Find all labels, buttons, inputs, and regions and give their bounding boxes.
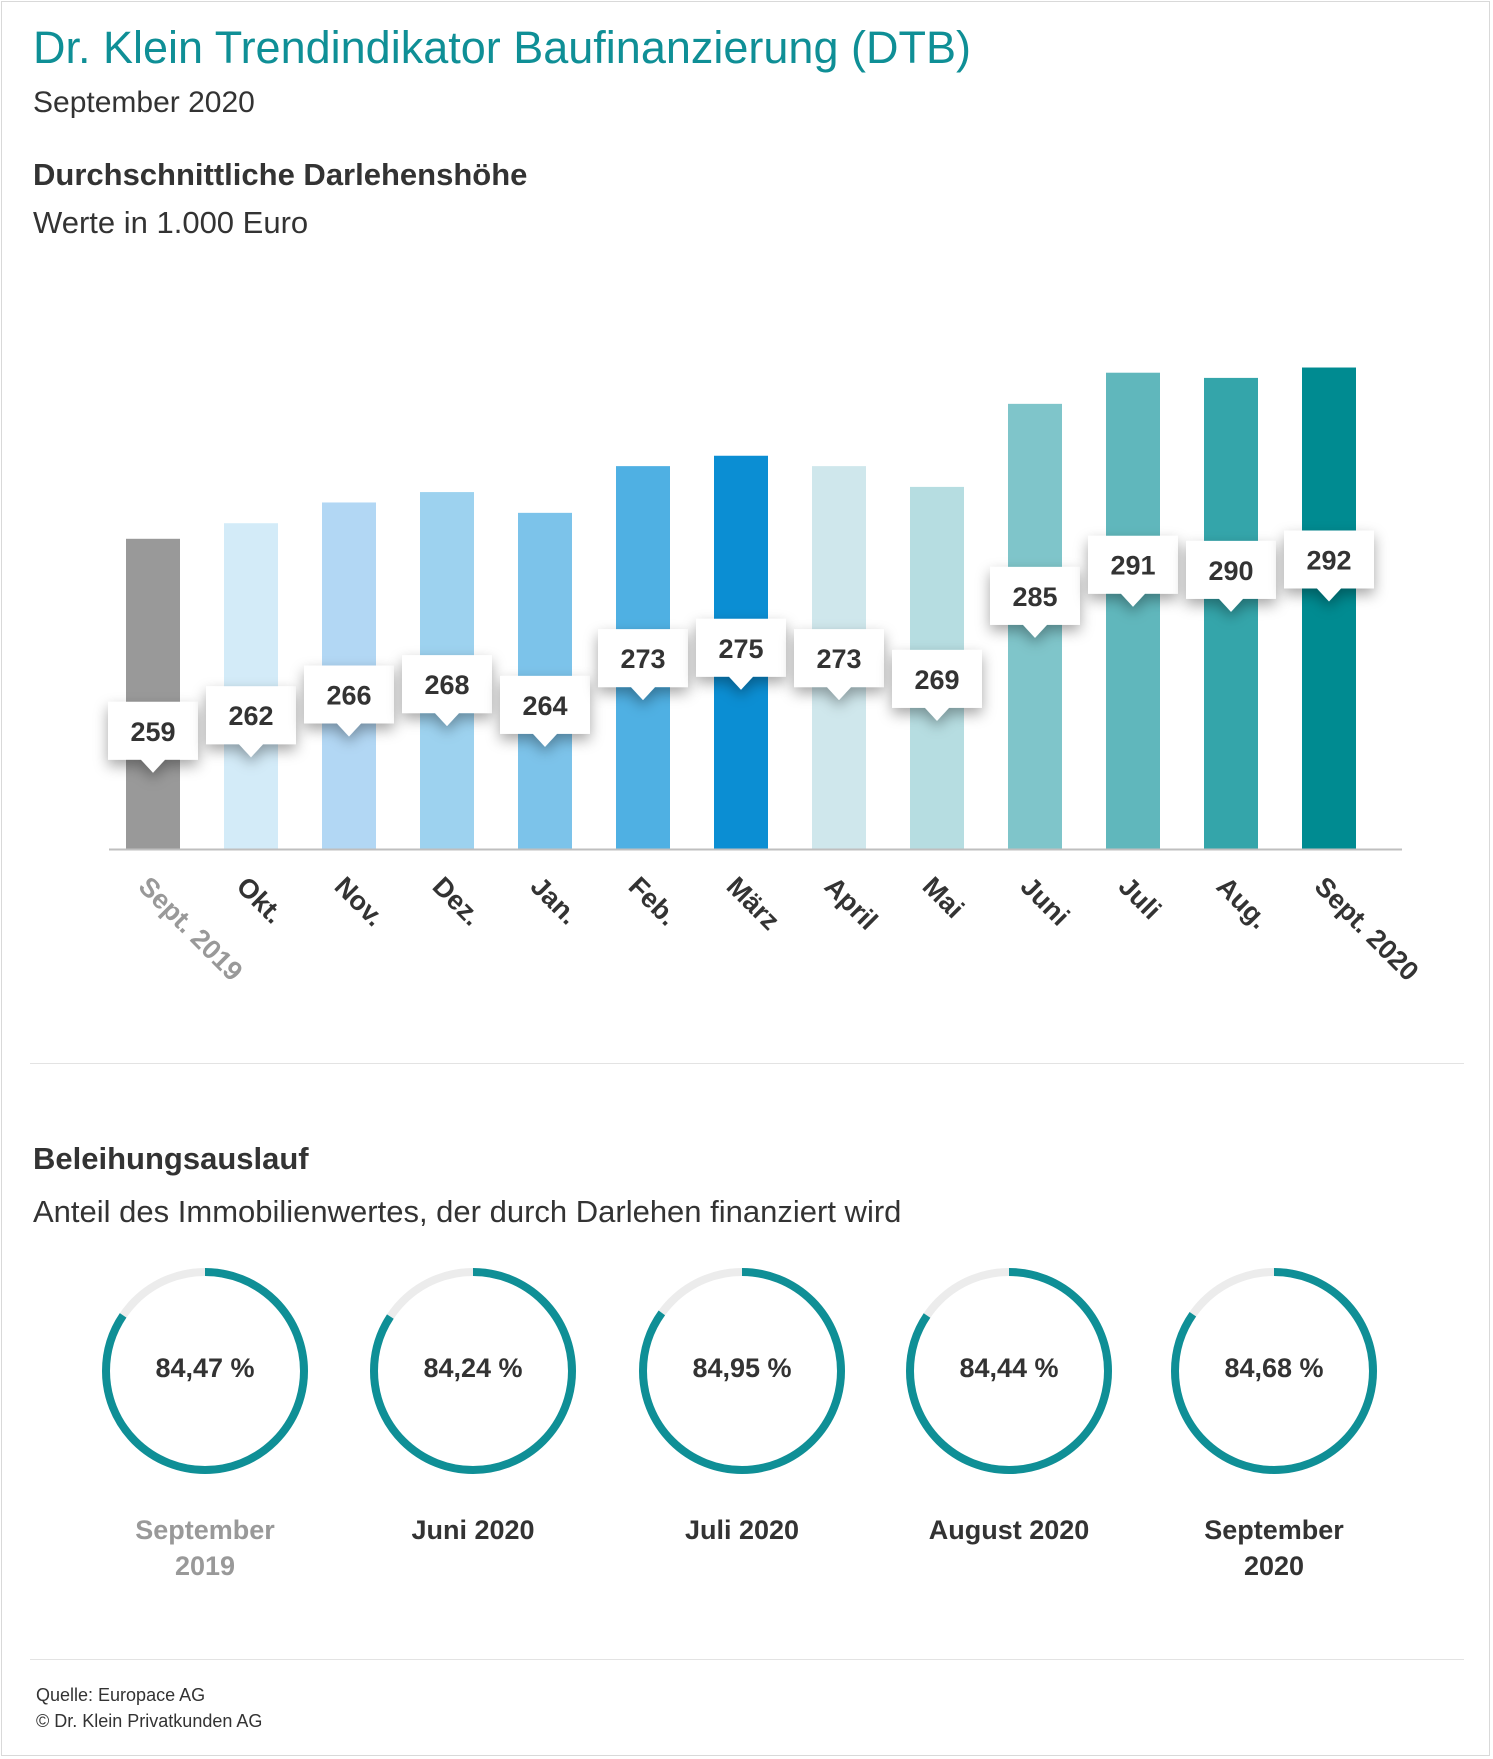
data-label-text-4: 264	[522, 691, 567, 721]
data-label-text-6: 275	[718, 634, 763, 664]
donut-value-1: 84,24 %	[423, 1353, 523, 1383]
ltv-donut-2	[639, 1268, 845, 1474]
x-tick-label-7: April	[819, 871, 884, 936]
donut-value-3: 84,44 %	[959, 1353, 1059, 1383]
data-label-text-10: 291	[1110, 551, 1155, 581]
copyright-note: © Dr. Klein Privatkunden AG	[36, 1711, 263, 1731]
donut-arc-0	[102, 1268, 308, 1474]
x-tick-label-11: Aug.	[1211, 871, 1275, 935]
ltv-donut-0	[102, 1268, 308, 1474]
section-divider	[30, 1063, 1464, 1064]
data-label-text-1: 262	[228, 701, 273, 731]
data-label-text-5: 273	[620, 644, 665, 674]
donut-label-4: September 2020	[1164, 1512, 1384, 1584]
data-label-5	[598, 629, 688, 701]
data-label-10	[1088, 535, 1178, 607]
donut-label-1: Juni 2020	[411, 1515, 535, 1545]
data-label-11	[1186, 540, 1276, 612]
data-label-text-3: 268	[424, 670, 469, 700]
x-tick-label-10: Juli	[1113, 871, 1167, 925]
data-label-9	[990, 566, 1080, 638]
donut-label-2: Juli 2020	[684, 1515, 800, 1545]
data-label-text-7: 273	[816, 644, 861, 674]
donut-value-2: 84,95 %	[692, 1353, 792, 1383]
donut-value-0: 84,47 %	[155, 1353, 255, 1383]
bar-0	[126, 538, 180, 849]
donut-value-4: 84,68 %	[1224, 1353, 1324, 1383]
x-tick-label-0: Sept. 2019	[133, 871, 249, 987]
donut-label-line: September	[135, 1515, 275, 1545]
data-label-text-9: 285	[1012, 582, 1057, 612]
loan-bar-chart: 259 262 266 268 264 273 275 273 269 285 291 290 292 S…	[108, 367, 1425, 987]
donut-label-line: September	[1204, 1515, 1344, 1545]
data-label-1	[206, 686, 296, 758]
source-note: Quelle: Europace AG	[36, 1685, 206, 1705]
ltv-donut-4	[1171, 1268, 1377, 1474]
bar-1	[224, 523, 278, 849]
page-title: Dr. Klein Trendindikator Baufinanzierung…	[33, 22, 971, 73]
ltv-donut-1	[370, 1268, 576, 1474]
x-tick-label-9: Juni	[1015, 871, 1075, 931]
data-label-0	[108, 701, 198, 773]
loan-section-title: Durchschnittliche Darlehenshöhe	[33, 157, 528, 192]
data-label-text-0: 259	[130, 717, 175, 747]
x-tick-label-3: Dez.	[427, 871, 487, 931]
page-subtitle: September 2020	[33, 86, 255, 119]
bar-11	[1204, 377, 1258, 849]
donut-arc-1	[370, 1268, 576, 1474]
x-tick-label-2: Nov.	[329, 871, 390, 932]
data-label-text-8: 269	[914, 665, 959, 695]
donut-label-line: 2019	[174, 1551, 236, 1581]
data-label-2	[304, 665, 394, 737]
loan-section-subtitle: Werte in 1.000 Euro	[33, 205, 309, 240]
data-label-12	[1284, 530, 1374, 602]
footer-divider	[30, 1659, 1464, 1660]
x-tick-label-6: März	[721, 871, 786, 936]
donut-arc-2	[639, 1268, 845, 1474]
donut-arc-3	[906, 1268, 1112, 1474]
data-label-8	[892, 649, 982, 721]
data-label-4	[500, 675, 590, 747]
bar-10	[1106, 372, 1160, 849]
donut-label-3: August 2020	[928, 1515, 1090, 1545]
donut-label-0: September 2019	[95, 1512, 315, 1584]
ltv-section-subtitle: Anteil des Immobilienwertes, der durch D…	[33, 1194, 902, 1229]
data-label-text-12: 292	[1306, 546, 1351, 576]
data-label-text-11: 290	[1208, 556, 1253, 586]
ltv-section-title: Beleihungsauslauf	[33, 1141, 309, 1176]
data-label-6	[696, 618, 786, 690]
data-label-7	[794, 629, 884, 701]
x-tick-label-5: Feb.	[623, 871, 683, 931]
bar-12	[1302, 367, 1356, 849]
x-tick-label-12: Sept. 2020	[1309, 871, 1425, 987]
donut-label-line: 2020	[1243, 1551, 1305, 1581]
x-tick-label-4: Jan.	[525, 871, 584, 930]
ltv-donut-3	[906, 1268, 1112, 1474]
donut-arc-4	[1171, 1268, 1377, 1474]
x-tick-label-8: Mai	[917, 871, 970, 924]
data-label-3	[402, 655, 492, 727]
data-label-text-2: 266	[326, 680, 371, 710]
x-tick-label-1: Okt.	[231, 871, 289, 929]
